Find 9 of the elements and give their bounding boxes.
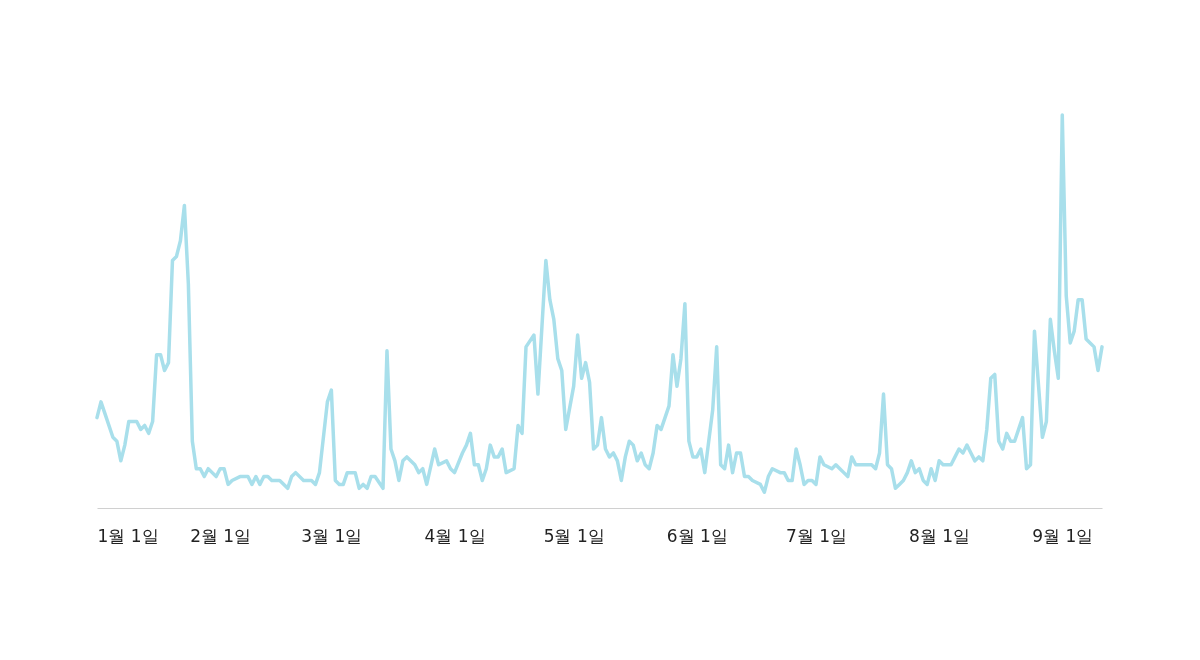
- x-tick-label: 3월 1일: [301, 525, 363, 546]
- x-tick-label: 7월 1일: [785, 525, 848, 546]
- x-tick-label: 5월 1일: [543, 525, 605, 546]
- x-tick-label: 8월 1일: [909, 525, 971, 546]
- x-tick-label: 6월 1일: [666, 525, 728, 546]
- x-tick-label: 4월 1일: [424, 525, 486, 546]
- x-tick-label: 9월 1일: [1032, 525, 1094, 546]
- x-tick-label: 1월 1일: [97, 525, 159, 546]
- x-tick-label: 2월 1일: [190, 525, 252, 546]
